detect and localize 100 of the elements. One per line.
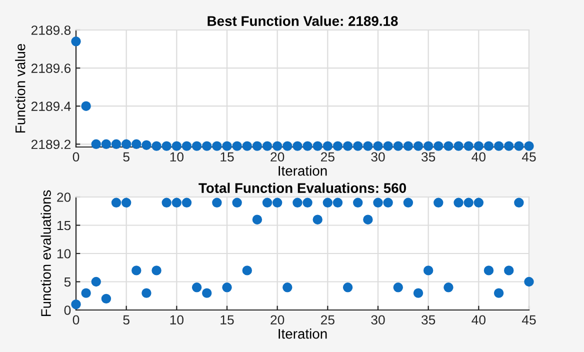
point	[454, 198, 464, 208]
point	[393, 141, 403, 151]
point	[423, 266, 434, 276]
point	[383, 141, 393, 151]
point	[252, 214, 262, 224]
point	[172, 141, 182, 151]
point	[242, 266, 252, 276]
point	[434, 198, 444, 208]
point	[182, 141, 192, 151]
point	[182, 198, 192, 208]
point	[162, 198, 172, 208]
y-axis-title: Function evaluations	[40, 190, 51, 316]
x-tick-label: 35	[422, 152, 436, 162]
x-tick-label: 25	[320, 152, 334, 162]
point	[212, 141, 222, 151]
point	[322, 141, 333, 151]
point	[434, 141, 444, 151]
x-tick-label: 40	[472, 315, 486, 325]
point	[524, 276, 534, 287]
point	[474, 198, 484, 208]
point	[494, 141, 504, 151]
x-tick-label: 20	[270, 152, 284, 162]
point	[71, 36, 81, 46]
point	[262, 141, 272, 151]
point	[312, 141, 322, 151]
x-tick-label: 5	[123, 315, 130, 325]
point	[292, 198, 302, 208]
point	[192, 282, 202, 292]
point	[423, 141, 434, 151]
point	[504, 141, 514, 151]
x-tick-label: 10	[170, 152, 184, 162]
point	[252, 141, 262, 151]
chart-title: Total Function Evaluations: 560	[198, 182, 406, 193]
y-tick-label: 20	[57, 192, 71, 202]
x-tick-label: 45	[522, 315, 536, 325]
point	[413, 288, 424, 298]
point	[373, 198, 383, 208]
x-tick-label: 30	[371, 152, 385, 162]
x-tick-label: 0	[72, 315, 80, 325]
x-tick-label: 40	[472, 152, 486, 162]
y-tick-label: 2189.8	[31, 26, 71, 35]
y-tick-label: 5	[64, 277, 71, 287]
point	[282, 282, 292, 292]
point	[484, 141, 494, 151]
point	[342, 282, 353, 292]
x-tick-label: 15	[220, 152, 234, 162]
point	[121, 198, 132, 208]
point	[292, 141, 302, 151]
point	[242, 141, 252, 151]
point	[282, 141, 292, 151]
point	[132, 266, 142, 276]
point	[383, 198, 393, 208]
point	[403, 141, 414, 151]
y-tick-label: 2189.2	[31, 140, 70, 150]
x-tick-label: 30	[371, 315, 385, 325]
point	[81, 288, 91, 298]
x-tick-label: 45	[522, 152, 536, 162]
point	[232, 141, 242, 151]
point	[212, 198, 222, 208]
point	[464, 198, 474, 208]
point	[111, 139, 122, 150]
x-tick-label: 0	[72, 152, 80, 162]
point	[524, 141, 534, 151]
y-tick-label: 15	[57, 220, 71, 230]
y-axis-title: Function value	[15, 44, 26, 133]
point	[192, 141, 202, 151]
point	[363, 141, 373, 151]
point	[162, 141, 172, 151]
point	[302, 198, 312, 208]
point	[464, 141, 474, 151]
y-tick-label: 10	[57, 249, 71, 258]
point	[111, 198, 122, 208]
point	[353, 141, 363, 151]
x-tick-label: 10	[170, 315, 184, 325]
point	[71, 299, 81, 310]
point	[484, 266, 494, 276]
point	[302, 141, 312, 151]
point	[222, 141, 232, 151]
y-tick-label: 2189.6	[31, 64, 71, 73]
point	[332, 198, 343, 208]
point	[202, 141, 212, 151]
x-tick-label: 25	[320, 315, 334, 325]
x-tick-label: 20	[270, 315, 284, 325]
point	[152, 141, 162, 151]
point	[413, 141, 424, 151]
point	[514, 141, 524, 151]
point	[202, 288, 212, 298]
point	[132, 139, 142, 150]
point	[232, 198, 242, 208]
point	[444, 282, 454, 292]
point	[342, 141, 353, 151]
point	[262, 198, 272, 208]
point	[353, 198, 363, 208]
x-tick-label: 5	[123, 152, 130, 162]
point	[363, 214, 373, 224]
point	[222, 282, 232, 292]
point	[91, 276, 101, 287]
x-tick-label: 35	[422, 315, 436, 325]
point	[454, 141, 464, 151]
point	[142, 288, 152, 298]
